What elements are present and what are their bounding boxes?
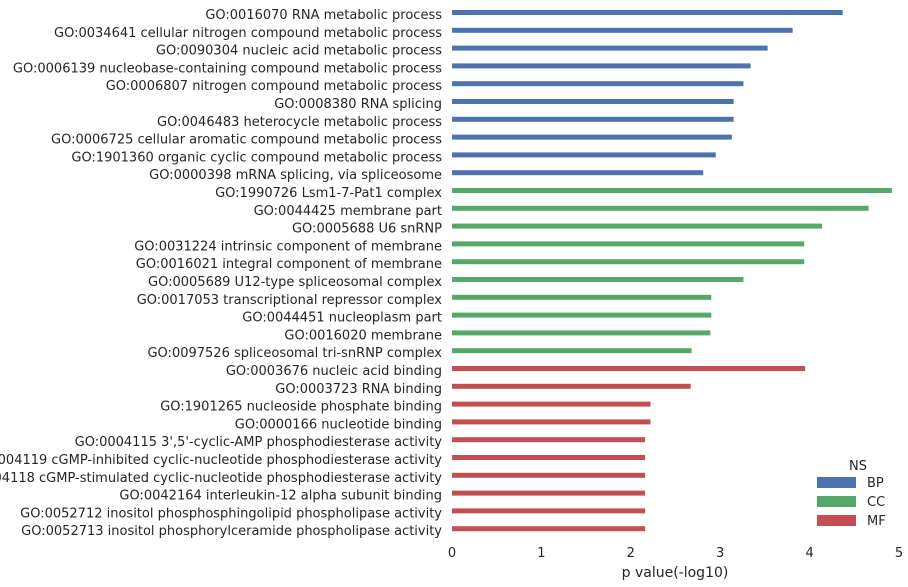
- bar: [452, 383, 691, 389]
- category-label: GO:0016020 membrane: [284, 328, 442, 343]
- category-label: GO:0000398 mRNA splicing, via spliceosom…: [149, 168, 442, 183]
- legend-label: BP: [867, 476, 884, 491]
- bar: [452, 526, 646, 532]
- bar: [452, 348, 692, 354]
- bar: [452, 312, 712, 318]
- x-tick-label: 5: [895, 546, 903, 561]
- category-label: GO:0052712 inositol phosphosphingolipid …: [20, 506, 442, 521]
- category-label: GO:1901360 organic cyclic compound metab…: [71, 150, 442, 165]
- category-label: GO:0097526 spliceosomal tri-snRNP comple…: [147, 346, 442, 361]
- legend-swatch: [817, 496, 856, 507]
- bar: [452, 419, 651, 425]
- bar: [452, 170, 704, 176]
- category-label: GO:0004118 cGMP-stimulated cyclic-nucleo…: [0, 471, 442, 486]
- bar: [452, 223, 823, 229]
- category-label: GO:0016070 RNA metabolic process: [205, 8, 442, 23]
- category-labels: GO:0016070 RNA metabolic process GO:00346…: [0, 8, 442, 539]
- category-label: GO:0004115 3',5'-cyclic-AMP phosphodiest…: [75, 435, 443, 450]
- x-tick-label: 0: [448, 546, 456, 561]
- bar: [452, 152, 716, 158]
- bar: [452, 45, 768, 51]
- category-label: GO:0042164 interleukin-12 alpha subunit …: [119, 489, 442, 504]
- category-label: GO:0090304 nucleic acid metabolic proces…: [156, 44, 442, 59]
- bar: [452, 241, 805, 247]
- legend: NS BP CC MF: [817, 459, 886, 529]
- category-label: GO:0005689 U12-type spliceosomal complex: [148, 275, 442, 290]
- bar: [452, 10, 843, 15]
- category-label: GO:0005688 U6 snRNP: [292, 222, 442, 237]
- bar: [452, 294, 712, 300]
- legend-swatch: [817, 515, 856, 526]
- bar: [452, 63, 751, 69]
- legend-label: CC: [867, 495, 885, 510]
- category-label: GO:0008380 RNA splicing: [274, 97, 442, 112]
- legend-title: NS: [849, 459, 867, 474]
- bar: [452, 277, 744, 282]
- category-label: GO:0044451 nucleoplasm part: [242, 311, 442, 326]
- bar: [452, 490, 646, 496]
- bar: [452, 205, 869, 211]
- category-label: GO:0000166 nucleotide binding: [235, 417, 442, 432]
- bar: [452, 134, 732, 140]
- x-tick-label: 3: [716, 546, 724, 561]
- bar: [452, 472, 646, 478]
- category-label: GO:1990726 Lsm1-7-Pat1 complex: [215, 186, 442, 201]
- category-label: GO:0006725 cellular aromatic compound me…: [51, 133, 442, 148]
- x-tick-label: 1: [537, 546, 545, 561]
- bar: [452, 116, 734, 122]
- category-label: GO:0034641 cellular nitrogen compound me…: [54, 26, 442, 41]
- bars-layer: [452, 10, 892, 532]
- legend-label: MF: [867, 514, 886, 529]
- bar: [452, 455, 646, 460]
- category-label: GO:0003723 RNA binding: [275, 382, 442, 397]
- x-axis-ticks: 0 1 2 3 4 5: [448, 546, 903, 561]
- category-label: GO:1901265 nucleoside phosphate binding: [160, 400, 442, 415]
- bar: [452, 27, 793, 33]
- bar: [452, 401, 651, 407]
- legend-swatch: [817, 477, 856, 488]
- category-label: GO:0044425 membrane part: [254, 204, 442, 219]
- bar: [452, 330, 711, 336]
- bar: [452, 81, 744, 87]
- category-label: GO:0004119 cGMP-inhibited cyclic-nucleot…: [0, 453, 442, 468]
- category-label: GO:0016021 integral component of membran…: [136, 257, 442, 272]
- bar: [452, 259, 805, 265]
- category-label: GO:0006807 nitrogen compound metabolic p…: [106, 79, 443, 94]
- x-tick-label: 4: [805, 546, 813, 561]
- bar: [452, 99, 734, 104]
- category-label: GO:0031224 intrinsic component of membra…: [134, 239, 442, 254]
- x-axis-title: p value(-log10): [622, 565, 729, 581]
- category-label: GO:0006139 nucleobase-containing compoun…: [13, 61, 442, 76]
- bar: [452, 188, 892, 193]
- category-label: GO:0046483 heterocycle metabolic process: [157, 115, 442, 130]
- x-tick-label: 2: [627, 546, 635, 561]
- category-label: GO:0003676 nucleic acid binding: [226, 364, 442, 379]
- bar: [452, 508, 646, 514]
- category-label: GO:0052713 inositol phosphorylceramide p…: [21, 524, 442, 539]
- bar: [452, 437, 646, 443]
- bar: [452, 366, 806, 371]
- category-label: GO:0017053 transcriptional repressor com…: [137, 293, 443, 308]
